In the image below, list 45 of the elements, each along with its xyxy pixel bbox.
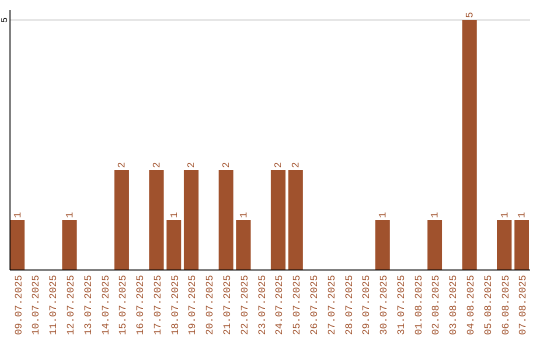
x-tick-label: 23.07.2025 <box>258 275 269 336</box>
x-tick-label: 22.07.2025 <box>240 275 252 336</box>
x-tick-label: 19.07.2025 <box>188 275 200 336</box>
data-label: 2 <box>152 162 164 168</box>
data-label: 1 <box>430 212 442 218</box>
x-tick-label: 05.08.2025 <box>484 275 495 336</box>
data-label: 1 <box>170 212 181 218</box>
x-tick-label: 14.07.2025 <box>101 275 112 336</box>
x-tick-label: 17.07.2025 <box>153 275 164 336</box>
data-label: 1 <box>518 212 529 218</box>
x-tick-label: 21.07.2025 <box>223 275 234 336</box>
data-label: 5 <box>466 12 477 18</box>
x-tick-label: 10.07.2025 <box>32 275 43 336</box>
x-tick-label: 03.08.2025 <box>449 275 460 336</box>
x-tick-label: 25.07.2025 <box>292 275 304 336</box>
x-tick-label: 07.08.2025 <box>518 275 530 336</box>
x-tick-label: 13.07.2025 <box>84 275 95 336</box>
data-label: 1 <box>378 212 390 218</box>
x-tick-label: 01.08.2025 <box>414 275 426 336</box>
x-tick-label: 29.07.2025 <box>362 275 374 336</box>
data-label: 2 <box>222 162 234 168</box>
x-tick-label: 12.07.2025 <box>66 275 78 336</box>
data-label: 1 <box>65 212 76 218</box>
x-tick-label: 09.07.2025 <box>14 275 26 336</box>
data-label: 1 <box>239 212 250 218</box>
x-tick-label: 11.07.2025 <box>49 275 60 336</box>
x-tick-label: 31.07.2025 <box>396 275 408 336</box>
x-tick-label: 27.07.2025 <box>327 275 338 336</box>
x-tick-label: 16.07.2025 <box>136 275 148 336</box>
x-tick-label: 06.08.2025 <box>501 275 512 336</box>
data-label: 1 <box>500 212 512 218</box>
data-label: 2 <box>187 162 198 168</box>
data-label: 2 <box>292 162 303 168</box>
x-tick-label: 18.07.2025 <box>170 275 182 336</box>
x-tick-label: 28.07.2025 <box>344 275 356 336</box>
x-tick-label: 04.08.2025 <box>466 275 478 336</box>
data-label: 2 <box>274 162 286 168</box>
x-tick-label: 15.07.2025 <box>118 275 130 336</box>
x-tick-label: 24.07.2025 <box>275 275 286 336</box>
data-label: 1 <box>13 212 24 218</box>
x-tick-label: 30.07.2025 <box>380 275 391 336</box>
data-label: 2 <box>118 162 129 168</box>
x-tick-label: 26.07.2025 <box>310 275 321 336</box>
x-tick-label: 20.07.2025 <box>206 275 217 336</box>
x-tick-label: 02.08.2025 <box>432 275 443 336</box>
